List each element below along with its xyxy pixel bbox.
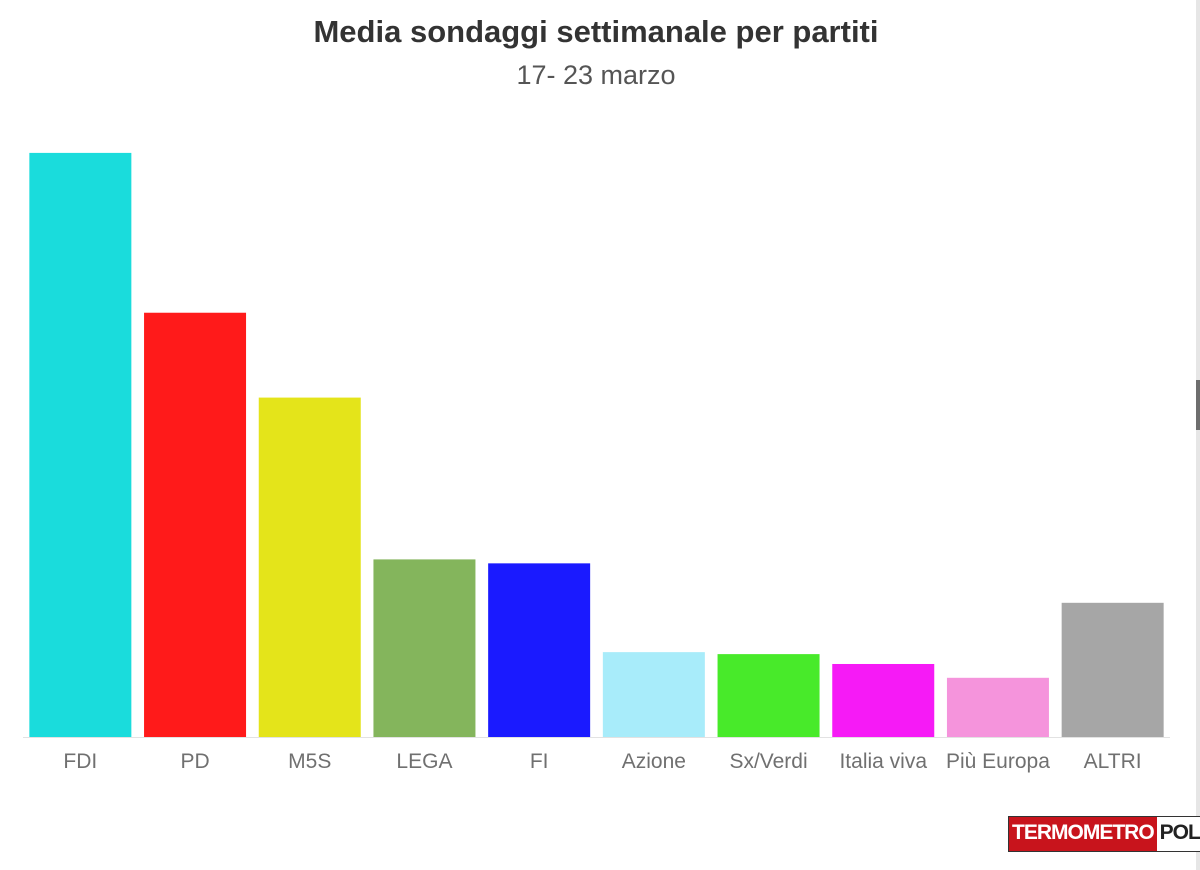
scrollbar-thumb[interactable] bbox=[1196, 380, 1200, 430]
x-tick-label: Italia viva bbox=[839, 750, 927, 773]
chart-title: Media sondaggi settimanale per partiti bbox=[313, 14, 879, 49]
bar-pd[interactable] bbox=[144, 312, 247, 737]
bar-altri[interactable] bbox=[1061, 602, 1164, 737]
x-tick-label: FI bbox=[530, 750, 549, 773]
bar-fdi[interactable] bbox=[29, 152, 132, 738]
bar-sx-verdi[interactable] bbox=[717, 654, 820, 737]
logo-text-termometro: TERMOMETRO bbox=[1009, 817, 1157, 851]
termometro-politico-logo[interactable]: TERMOMETRO POLITICO bbox=[1008, 816, 1200, 852]
bar-pi-europa[interactable] bbox=[946, 677, 1049, 737]
right-frame-border bbox=[1196, 0, 1200, 870]
bar-lega[interactable] bbox=[373, 559, 476, 737]
x-tick-label: FDI bbox=[63, 750, 97, 773]
x-tick-label: Azione bbox=[622, 750, 686, 773]
bar-chart: FDI PD M5S LEGA FI Azione Sx/Verdi Italia viva P… bbox=[23, 152, 1170, 773]
x-tick-label: PD bbox=[180, 750, 209, 773]
x-tick-label: Più Europa bbox=[946, 750, 1050, 773]
chart-subtitle: 17- 23 marzo bbox=[516, 60, 676, 90]
x-tick-label: M5S bbox=[288, 750, 331, 773]
bar-azione[interactable] bbox=[602, 652, 705, 737]
x-tick-label: LEGA bbox=[396, 750, 452, 773]
bar-m5s[interactable] bbox=[258, 397, 361, 737]
x-tick-label: Sx/Verdi bbox=[729, 750, 807, 773]
bar-italia-viva[interactable] bbox=[832, 663, 935, 737]
x-tick-label: ALTRI bbox=[1084, 750, 1142, 773]
bar-fi[interactable] bbox=[488, 563, 591, 737]
x-tick-labels: FDI PD M5S LEGA FI Azione Sx/Verdi Italia viva P… bbox=[63, 750, 1141, 773]
logo-text-politico: POLITICO bbox=[1156, 817, 1200, 851]
bars-group bbox=[29, 152, 1164, 738]
